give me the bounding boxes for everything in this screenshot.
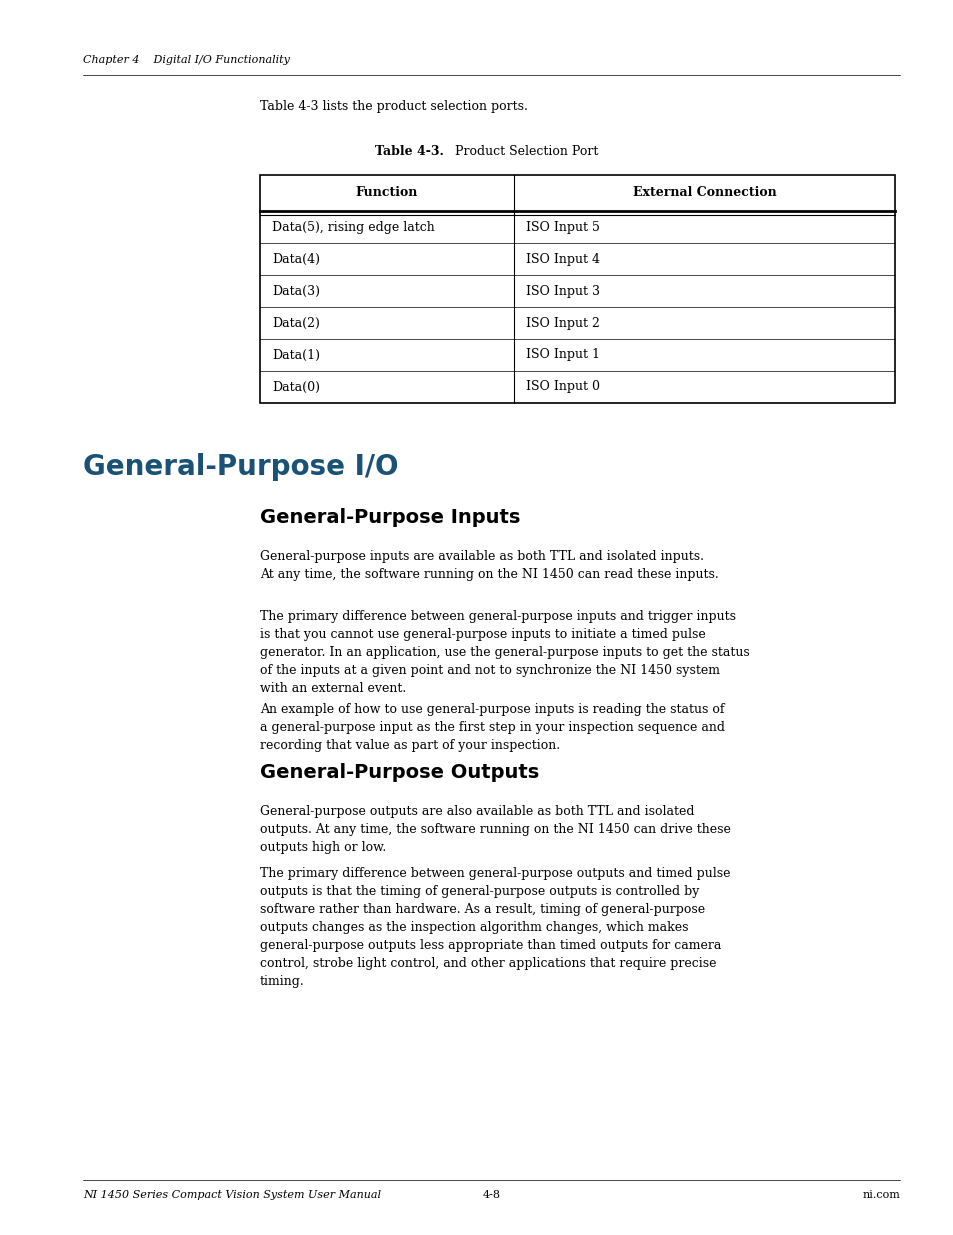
Text: ISO Input 2: ISO Input 2: [525, 316, 599, 330]
Text: General-Purpose Inputs: General-Purpose Inputs: [260, 508, 519, 527]
Text: Data(1): Data(1): [272, 348, 319, 362]
Text: Data(3): Data(3): [272, 284, 319, 298]
Text: Data(2): Data(2): [272, 316, 319, 330]
Text: Data(4): Data(4): [272, 252, 319, 266]
Text: ISO Input 3: ISO Input 3: [525, 284, 599, 298]
Text: The primary difference between general-purpose inputs and trigger inputs
is that: The primary difference between general-p…: [260, 610, 749, 695]
Text: ISO Input 5: ISO Input 5: [525, 221, 599, 233]
Text: Data(0): Data(0): [272, 380, 319, 394]
Text: General-Purpose Outputs: General-Purpose Outputs: [260, 763, 538, 782]
Text: External Connection: External Connection: [632, 186, 776, 200]
Text: ni.com: ni.com: [862, 1191, 899, 1200]
Text: General-purpose outputs are also available as both TTL and isolated
outputs. At : General-purpose outputs are also availab…: [260, 805, 730, 853]
Text: 4-8: 4-8: [482, 1191, 500, 1200]
Text: Product Selection Port: Product Selection Port: [447, 144, 598, 158]
Text: An example of how to use general-purpose inputs is reading the status of
a gener: An example of how to use general-purpose…: [260, 703, 724, 752]
Text: General-purpose inputs are available as both TTL and isolated inputs.
At any tim: General-purpose inputs are available as …: [260, 550, 718, 580]
Text: Table 4-3.: Table 4-3.: [375, 144, 443, 158]
Text: ISO Input 4: ISO Input 4: [525, 252, 599, 266]
Text: The primary difference between general-purpose outputs and timed pulse
outputs i: The primary difference between general-p…: [260, 867, 730, 988]
Text: Data(5), rising edge latch: Data(5), rising edge latch: [272, 221, 435, 233]
Text: Function: Function: [355, 186, 417, 200]
Text: ISO Input 0: ISO Input 0: [525, 380, 599, 394]
Text: General-Purpose I/O: General-Purpose I/O: [83, 453, 398, 480]
Bar: [260, 175, 894, 403]
Text: Chapter 4    Digital I/O Functionality: Chapter 4 Digital I/O Functionality: [83, 56, 290, 65]
Text: Table 4-3 lists the product selection ports.: Table 4-3 lists the product selection po…: [260, 100, 527, 112]
Text: ISO Input 1: ISO Input 1: [525, 348, 599, 362]
Text: NI 1450 Series Compact Vision System User Manual: NI 1450 Series Compact Vision System Use…: [83, 1191, 380, 1200]
